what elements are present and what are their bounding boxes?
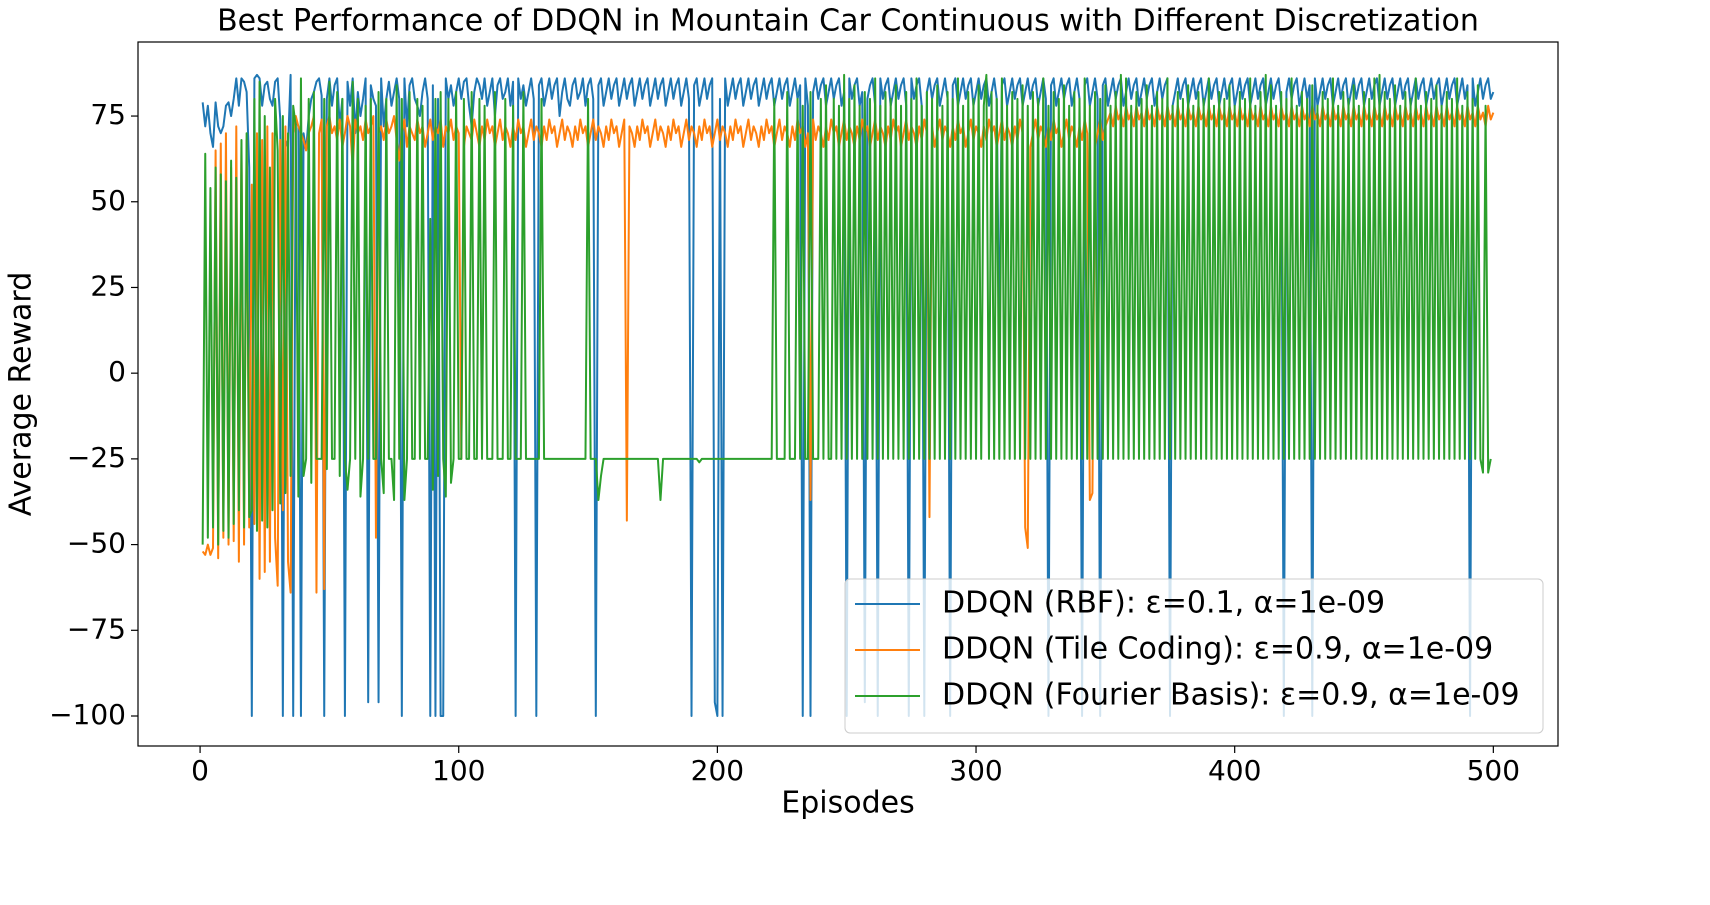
y-tick-label: −100: [49, 698, 126, 731]
legend-box: [844, 578, 1544, 734]
y-tick-label: 50: [90, 184, 126, 217]
x-tick-label: 200: [691, 754, 744, 787]
plot-frame: [137, 41, 1559, 747]
x-axis-label: Episodes: [781, 786, 914, 821]
y-tick-label: 75: [90, 98, 126, 131]
x-tick-label: 500: [1467, 754, 1520, 787]
y-axis-label: Average Reward: [4, 272, 39, 516]
x-tick-label: 0: [191, 754, 209, 787]
legend-label: DDQN (Tile Coding): ε=0.9, α=1e-09: [942, 632, 1493, 667]
y-tick-label: −75: [67, 612, 126, 645]
chart-title: Best Performance of DDQN in Mountain Car…: [217, 4, 1479, 39]
x-tick-label: 400: [1208, 754, 1261, 787]
y-tick-label: −50: [67, 527, 126, 560]
legend: DDQN (RBF): ε=0.1, α=1e-09 DDQN (Tile Cod…: [844, 578, 1544, 734]
y-tick-label: −25: [67, 441, 126, 474]
x-tick-label: 300: [949, 754, 1002, 787]
y-tick-label: 25: [90, 269, 126, 302]
y-tick-label: 0: [108, 355, 126, 388]
series-line: [201, 73, 1492, 546]
legend-label: DDQN (Fourier Basis): ε=0.9, α=1e-09: [942, 678, 1520, 713]
x-tick-label: 100: [432, 754, 485, 787]
legend-label: DDQN (RBF): ε=0.1, α=1e-09: [942, 586, 1385, 621]
